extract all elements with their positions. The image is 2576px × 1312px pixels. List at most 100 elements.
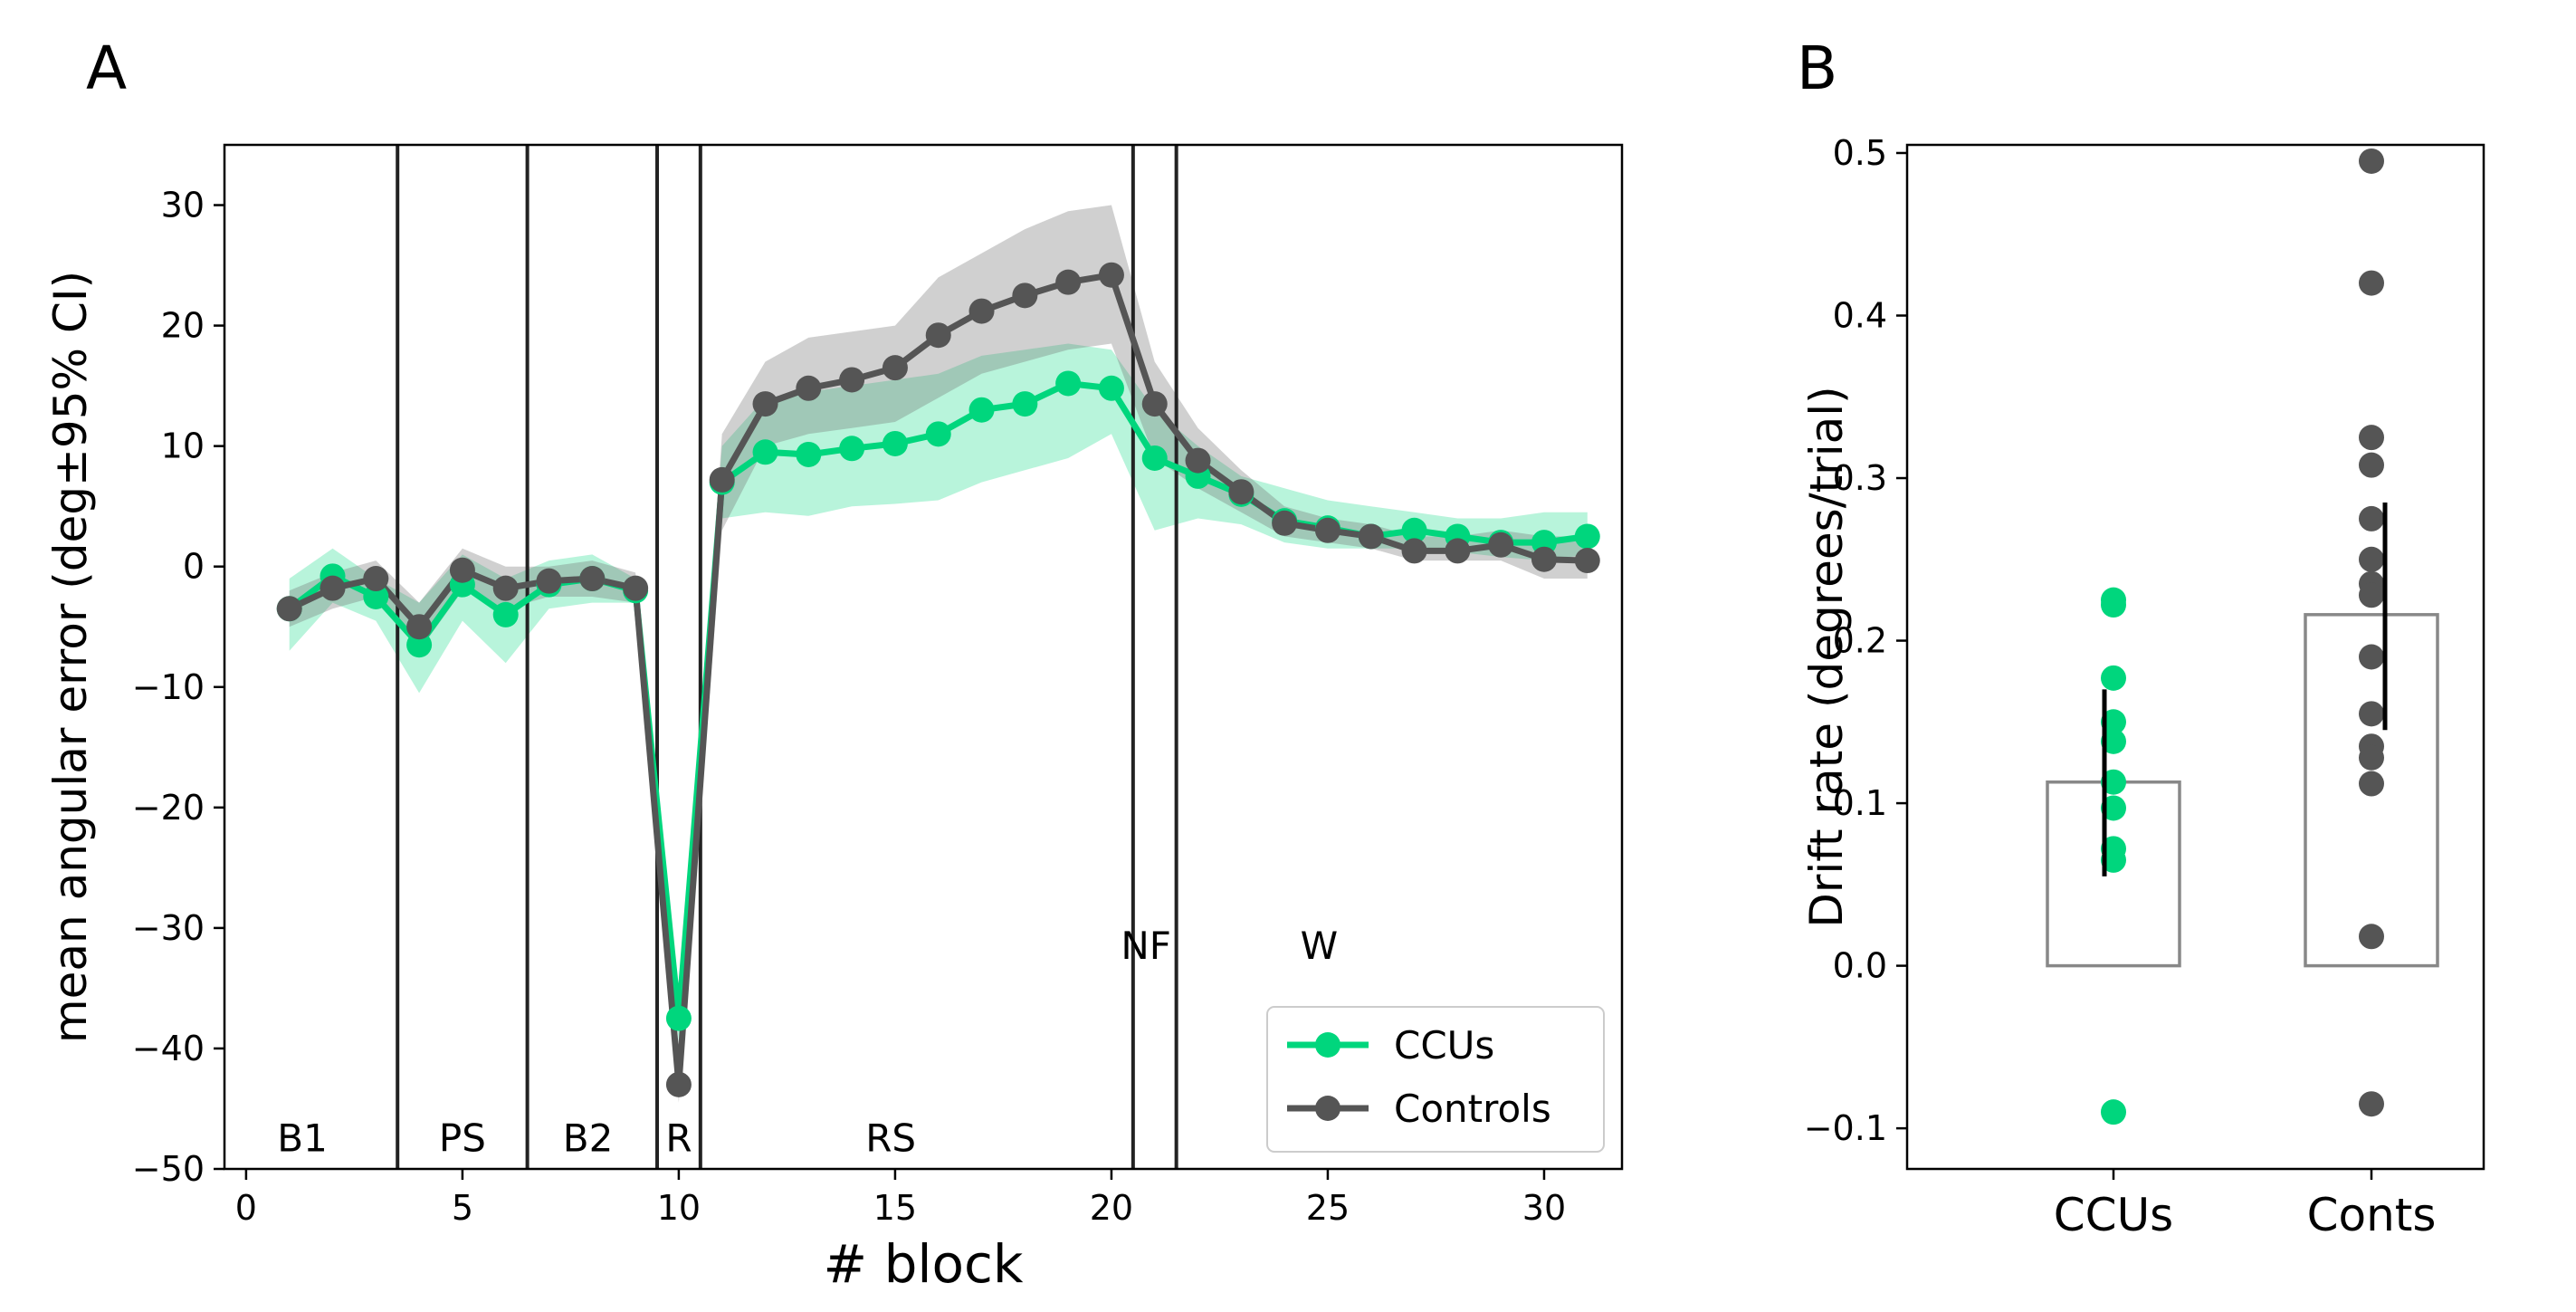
subject-point-ccus [2101, 1099, 2126, 1125]
y-ticks: −50 −40 −30 −20 −10 0 10 20 30 [132, 186, 224, 1189]
data-point-controls [1185, 447, 1211, 474]
x-tick-label: 15 [873, 1188, 917, 1228]
data-point-controls [320, 575, 346, 601]
subject-point-ccus [2101, 728, 2126, 754]
subject-points [2101, 148, 2384, 1125]
data-point-controls [276, 596, 302, 622]
data-point-controls [709, 466, 735, 493]
y-tick-label: 0 [183, 547, 205, 587]
plot-frame-b [1905, 143, 2485, 1171]
phase-label-w: W [1301, 924, 1339, 968]
data-point-controls [579, 566, 606, 592]
data-point-ccus [1141, 445, 1168, 471]
category-label-conts: Conts [2307, 1189, 2437, 1241]
data-point-ccus [1401, 517, 1427, 543]
subject-point-ccus [2101, 665, 2126, 691]
y-tick-label: 0.4 [1833, 296, 1887, 336]
category-label-ccus: CCUs [2054, 1189, 2173, 1241]
x-tick-label: 10 [657, 1188, 701, 1228]
data-point-ccus [1055, 370, 1082, 397]
data-point-controls [882, 355, 908, 381]
data-point-controls [925, 322, 951, 349]
data-point-controls [1098, 262, 1124, 288]
data-point-ccus [1574, 523, 1600, 550]
y-tick-label: −0.1 [1804, 1108, 1887, 1148]
x-tick-label: 25 [1306, 1188, 1350, 1228]
data-point-controls [1531, 546, 1557, 572]
y-tick-label: 0.5 [1833, 133, 1887, 173]
y-tick-label: 0.0 [1833, 946, 1887, 986]
data-point-ccus [882, 430, 908, 456]
series-points [276, 262, 1600, 1097]
subject-point-conts [2359, 644, 2384, 670]
y-tick-label: 20 [161, 306, 205, 346]
subject-point-conts [2359, 505, 2384, 532]
panel-a-line-chart: 0 5 10 15 20 25 30 −50 −40 −30 −20 −10 0 10 20 30 B1 PS… [44, 143, 1624, 1295]
panel-b-bar-chart: −0.1 0.0 0.1 0.2 0.3 0.4 0.5 CCUs Conts Drift r… [1800, 133, 2485, 1241]
data-point-controls [623, 575, 649, 601]
x-ticks: CCUs Conts [2054, 1169, 2437, 1241]
subject-point-conts [2359, 582, 2384, 608]
data-point-controls [1228, 479, 1255, 505]
data-point-controls [1141, 391, 1168, 417]
y-tick-label: −40 [132, 1029, 205, 1068]
subject-point-conts [2359, 744, 2384, 771]
data-point-controls [1401, 538, 1427, 564]
ci-bands [289, 205, 1588, 1103]
y-ticks: −0.1 0.0 0.1 0.2 0.3 0.4 0.5 [1804, 133, 1907, 1148]
phase-boundaries [396, 145, 1178, 1169]
y-tick-label: −20 [132, 788, 205, 828]
data-point-ccus [492, 601, 519, 627]
phase-label-b1: B1 [277, 1116, 328, 1161]
y-axis-label-a: mean angular error (deg±95% CI) [44, 271, 97, 1043]
y-tick-label: 0.1 [1833, 783, 1887, 823]
data-point-controls [752, 391, 778, 417]
subject-point-conts [2359, 701, 2384, 727]
data-point-ccus [406, 632, 433, 658]
x-tick-label: 20 [1090, 1188, 1133, 1228]
bar-conts [2304, 613, 2439, 968]
x-ticks: 0 5 10 15 20 25 30 [235, 1169, 1566, 1228]
y-tick-label: −50 [132, 1149, 205, 1189]
subject-point-conts [2359, 1091, 2384, 1117]
data-point-controls [1574, 548, 1600, 574]
legend-label-ccus: CCUs [1394, 1023, 1494, 1068]
data-point-controls [1358, 523, 1384, 550]
y-tick-label: −10 [132, 667, 205, 707]
data-point-ccus [752, 439, 778, 465]
plot-frame-a [223, 143, 1624, 1171]
data-point-controls [492, 575, 519, 601]
subject-point-conts [2359, 546, 2384, 572]
y-tick-label: 0.3 [1833, 458, 1887, 498]
x-tick-label: 5 [452, 1188, 473, 1228]
data-point-controls [1012, 283, 1038, 309]
data-point-controls [839, 367, 865, 393]
error-bars [2102, 502, 2388, 876]
legend: CCUs Controls [1266, 1006, 1605, 1153]
data-point-controls [1488, 532, 1514, 558]
legend-label-controls: Controls [1394, 1087, 1551, 1131]
data-point-controls [406, 614, 433, 640]
subject-point-conts [2359, 270, 2384, 296]
legend-swatch-dot-controls [1315, 1096, 1340, 1121]
data-point-ccus [839, 436, 865, 462]
data-point-controls [1055, 269, 1082, 295]
ci-band-ccus [289, 343, 1588, 1043]
data-point-controls [1272, 510, 1298, 536]
phase-label-ps: PS [439, 1116, 486, 1161]
data-point-ccus [925, 421, 951, 447]
subject-point-ccus [2101, 769, 2126, 795]
data-point-controls [449, 557, 475, 583]
subject-point-ccus [2101, 592, 2126, 618]
subject-point-conts [2359, 771, 2384, 797]
y-tick-label: −30 [132, 908, 205, 948]
panel-label-a: A [86, 34, 127, 103]
data-point-controls [536, 568, 562, 594]
x-axis-label-a: # block [824, 1233, 1024, 1295]
data-point-controls [363, 566, 389, 592]
y-tick-label: 30 [161, 186, 205, 225]
subject-point-conts [2359, 148, 2384, 174]
data-point-ccus [363, 583, 389, 609]
data-point-controls [796, 375, 822, 401]
